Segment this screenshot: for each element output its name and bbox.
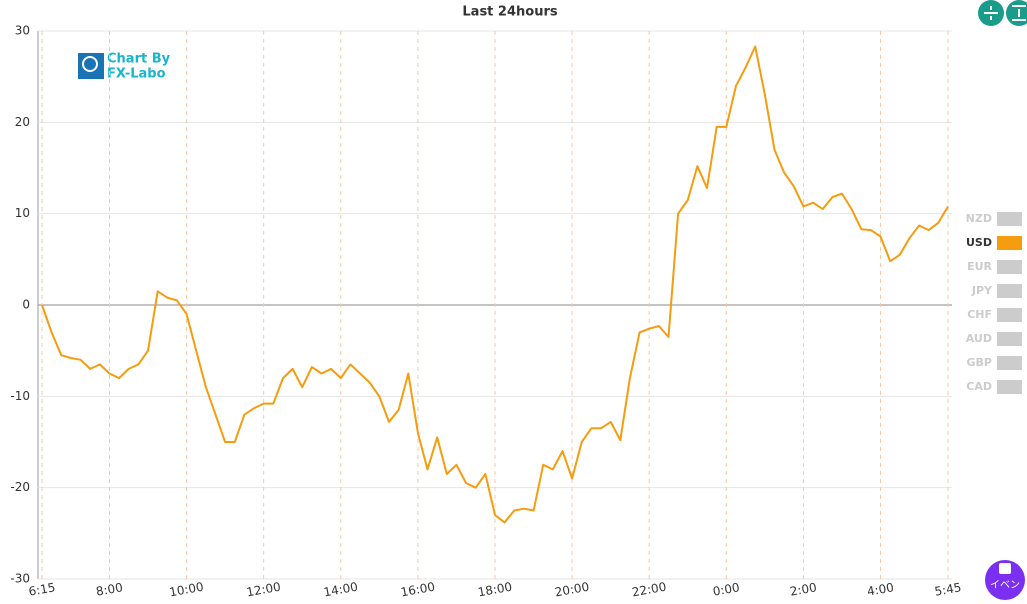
legend-label: USD <box>966 236 992 249</box>
x-tick-label: 12:00 <box>245 580 281 600</box>
legend-label: AUD <box>966 332 992 345</box>
icon <box>999 563 1011 574</box>
x-tick-label: 6:15 <box>27 580 56 598</box>
event-button[interactable]: イベン <box>985 560 1025 600</box>
legend-label: EUR <box>967 260 992 273</box>
legend-label: CHF <box>967 308 992 321</box>
event-button-label[interactable]: イベン <box>990 579 1020 591</box>
logo-text: Chart By <box>107 52 171 67</box>
logo-glass <box>82 56 98 72</box>
x-tick-label: 5:45 <box>933 580 962 598</box>
x-tick-label: 10:00 <box>168 580 204 600</box>
x-tick-label: 18:00 <box>477 580 513 600</box>
legend-swatch[interactable] <box>997 260 1022 274</box>
legend-label: NZD <box>966 212 992 225</box>
expand-button[interactable] <box>1006 0 1027 26</box>
x-tick-label: 2:00 <box>789 580 818 598</box>
x-tick-label: 14:00 <box>322 580 358 600</box>
legend-swatch[interactable] <box>997 212 1022 226</box>
logo-text: FX-Labo <box>107 67 166 82</box>
legend-swatch[interactable] <box>997 356 1022 370</box>
y-tick-label: -30 <box>10 572 30 586</box>
toolbar <box>978 0 1027 26</box>
legend-swatch[interactable] <box>997 332 1022 346</box>
legend-swatch[interactable] <box>997 284 1022 298</box>
logo: Chart By FX-Labo <box>78 52 171 82</box>
line <box>41 45 949 524</box>
y-tick-label: 20 <box>15 115 30 129</box>
x-tick-label: 0:00 <box>712 580 741 598</box>
x-tick-label: 8:00 <box>95 580 124 598</box>
y-tick-label: -20 <box>10 480 30 494</box>
legend-label: GBP <box>967 356 992 369</box>
y-tick-label: 10 <box>15 206 30 220</box>
legend-swatch[interactable] <box>997 380 1022 394</box>
icon <box>1012 5 1026 21</box>
y-tick-label: 30 <box>15 24 30 38</box>
x-tick-label: 20:00 <box>554 580 590 600</box>
x-tick-label: 4:00 <box>866 580 895 598</box>
x-tick-label: 16:00 <box>400 580 436 600</box>
icon <box>984 6 998 20</box>
x-tick-label: 22:00 <box>631 580 667 600</box>
legend-swatch[interactable] <box>997 236 1022 250</box>
legend-label: CAD <box>966 380 992 393</box>
chart-title: Last 24hours <box>462 5 557 20</box>
y-tick-label: 0 <box>22 298 30 312</box>
y-tick-label: -10 <box>10 389 30 403</box>
legend-label: JPY <box>971 284 993 297</box>
event-button-bg[interactable] <box>985 560 1025 600</box>
legend-swatch[interactable] <box>997 308 1022 322</box>
